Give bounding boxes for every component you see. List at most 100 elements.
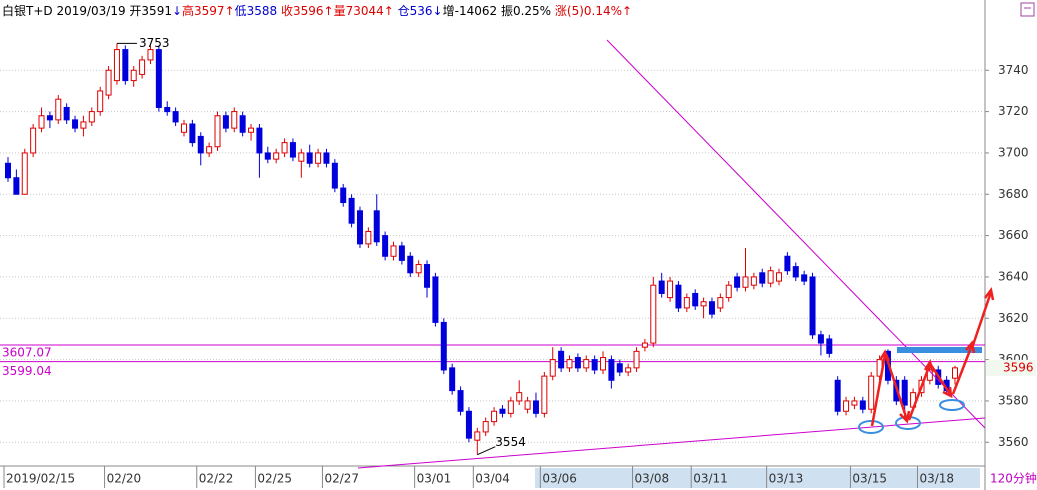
h-line-label: 3607.07 <box>2 345 52 359</box>
candle-body <box>356 210 363 245</box>
candle-body <box>608 359 615 381</box>
candle-body <box>5 162 11 179</box>
candle-body <box>63 106 70 121</box>
candle-body <box>248 127 255 133</box>
candle-body <box>21 152 28 195</box>
candle-body <box>155 49 162 108</box>
header-part: ↓ <box>172 4 182 18</box>
candle-body <box>633 350 640 369</box>
candle-body <box>315 152 322 164</box>
low-label: 3554 <box>495 435 526 449</box>
candle-body <box>88 111 95 123</box>
circle-marker <box>858 420 884 434</box>
x-tick-label: 02/25 <box>257 472 292 486</box>
candle-body <box>516 392 523 402</box>
candle-body <box>298 152 305 162</box>
resistance-band <box>897 347 982 353</box>
candle-body <box>817 334 824 344</box>
candle-body <box>734 276 741 288</box>
candle-body <box>725 284 732 299</box>
candle-body <box>273 152 280 160</box>
candle-body <box>457 390 464 412</box>
plot-layer: 3560358036003620364036603680370037203740… <box>0 36 1036 488</box>
candle-body <box>113 49 120 82</box>
header-part: 量73044↑ <box>334 4 398 18</box>
trend-line <box>357 417 986 469</box>
candle-body <box>759 272 766 284</box>
candle-body <box>834 379 841 412</box>
candle-body <box>306 152 313 164</box>
candle-body <box>683 297 690 309</box>
candle-body <box>952 367 958 379</box>
candle-body <box>851 400 858 406</box>
x-tick-label: 03/11 <box>693 472 728 486</box>
candle-body <box>72 119 79 129</box>
candle-body <box>809 276 816 336</box>
candle-body <box>625 367 632 373</box>
candle-body <box>700 301 707 307</box>
candle-body <box>549 359 556 377</box>
trend-line <box>606 39 986 429</box>
header-part: 仓536↓ <box>398 4 443 18</box>
candle-body <box>574 357 581 369</box>
candle-body <box>264 152 271 160</box>
candle-body <box>13 177 20 195</box>
candle-body <box>708 301 715 315</box>
candle-body <box>331 162 338 189</box>
x-tick-label: 02/22 <box>199 472 234 486</box>
candle-body <box>843 400 850 412</box>
candle-body <box>415 264 422 274</box>
candle-body <box>382 235 389 257</box>
y-tick-label: 3640 <box>998 269 1029 283</box>
candle-body <box>616 363 623 373</box>
candle-body <box>256 127 263 154</box>
candle-body <box>558 350 565 369</box>
candle-body <box>139 59 146 75</box>
candle-body <box>323 152 330 164</box>
candle-body <box>46 115 53 121</box>
arrow-head <box>984 287 995 301</box>
y-tick-label: 3680 <box>998 187 1029 201</box>
candle-body <box>390 245 397 257</box>
y-tick-label: 3580 <box>998 393 1029 407</box>
candle-body <box>859 400 866 410</box>
header-part: 涨(5)0.14%↑ <box>555 3 632 18</box>
y-tick-label: 3660 <box>998 228 1029 242</box>
arrows <box>870 287 995 427</box>
candle-body <box>97 90 104 113</box>
y-tick-label: 3700 <box>998 145 1029 159</box>
last-price-label: 3596 <box>1003 360 1034 374</box>
candle-body <box>348 197 355 224</box>
x-tick-label: 02/27 <box>324 472 359 486</box>
high-label: 3753 <box>139 36 170 50</box>
x-tick-label: 03/06 <box>542 472 577 486</box>
header-part: 低3588 <box>235 4 281 18</box>
candle-body <box>222 115 229 129</box>
arrow <box>907 363 932 421</box>
x-tick-label: 03/15 <box>852 472 887 486</box>
candle-body <box>482 421 489 433</box>
drawings <box>357 39 995 469</box>
candle-body <box>583 359 590 369</box>
candle-body <box>340 187 347 204</box>
arrow <box>870 354 887 427</box>
candle-body <box>147 49 154 61</box>
candle-body <box>206 146 213 154</box>
low-leader <box>477 446 496 456</box>
y-tick-label: 3620 <box>998 311 1029 325</box>
x-tick-label: 02/20 <box>107 472 142 486</box>
header-part: 白银T+D 2019/03/19 开3591 <box>2 3 172 18</box>
panel-icon[interactable] <box>1020 2 1035 17</box>
candle-body <box>742 276 749 288</box>
candle-body <box>641 342 648 348</box>
candle-body <box>449 367 456 392</box>
candle-body <box>507 400 514 414</box>
y-tick-label: 3720 <box>998 104 1029 118</box>
candle-body <box>750 276 757 286</box>
candle-body <box>365 230 372 245</box>
x-tick-label: 03/18 <box>919 472 954 486</box>
candle-body <box>30 127 37 154</box>
arrow-head <box>899 410 911 424</box>
